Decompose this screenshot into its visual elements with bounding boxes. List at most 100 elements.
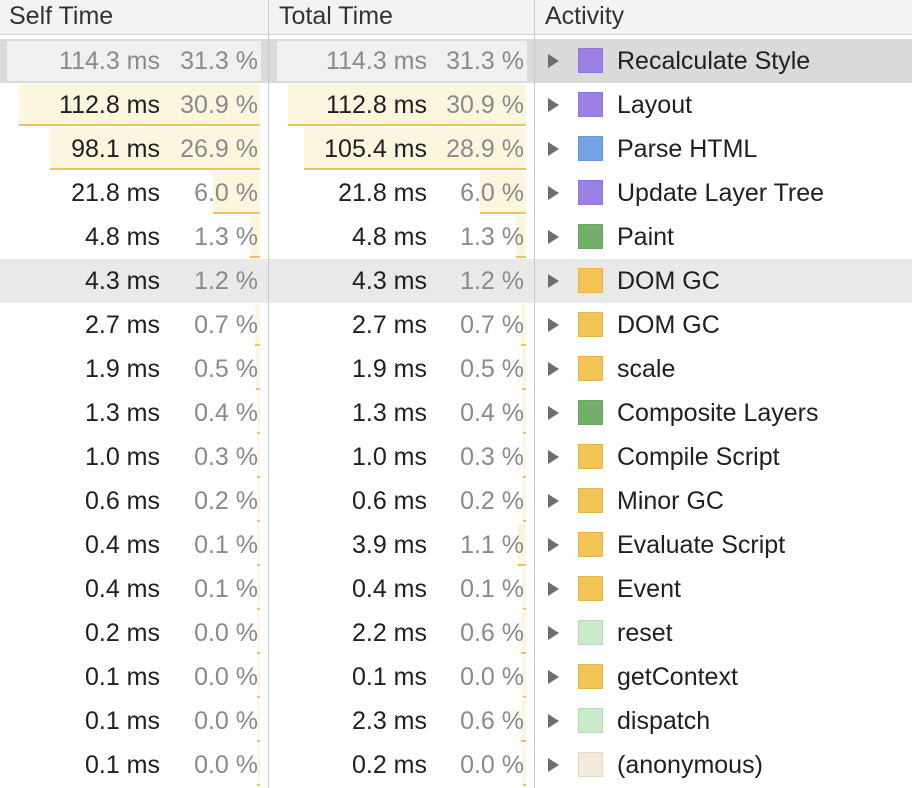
table-row[interactable]: 1.0 ms 0.3 % 1.0 ms 0.3 % Compile Script [0, 435, 912, 479]
activity-name: Evaluate Script [617, 531, 786, 559]
expand-triangle-icon[interactable] [548, 406, 559, 420]
column-divider-total[interactable] [534, 0, 535, 788]
expand-triangle-icon[interactable] [548, 758, 559, 772]
category-swatch [578, 48, 603, 73]
self-time-value: 2.7 ms [84, 311, 160, 339]
self-time-value: 114.3 ms [59, 47, 160, 75]
total-time-bar [523, 744, 526, 786]
table-row[interactable]: 0.1 ms 0.0 % 0.2 ms 0.0 % (anonymous) [0, 743, 912, 787]
self-time-percent: 0.0 % [194, 751, 258, 779]
table-row[interactable]: 0.1 ms 0.0 % 0.1 ms 0.0 % getContext [0, 655, 912, 699]
self-time-percent: 0.1 % [194, 531, 258, 559]
expand-triangle-icon[interactable] [548, 494, 559, 508]
category-swatch [578, 532, 603, 557]
header-activity[interactable]: Activity [545, 2, 625, 30]
total-time-percent: 0.1 % [460, 575, 524, 603]
table-row[interactable]: 4.8 ms 1.3 % 4.8 ms 1.3 % Paint [0, 215, 912, 259]
total-time-percent: 0.2 % [460, 487, 524, 515]
selection-highlight [7, 41, 261, 81]
activity-name: Update Layer Tree [617, 179, 825, 207]
category-swatch [578, 752, 603, 777]
category-swatch [578, 400, 603, 425]
activity-name: Paint [617, 223, 674, 251]
expand-triangle-icon[interactable] [548, 318, 559, 332]
total-time-value: 2.3 ms [351, 707, 427, 735]
expand-triangle-icon[interactable] [548, 230, 559, 244]
total-time-percent: 6.0 % [460, 179, 524, 207]
table-row[interactable]: 0.4 ms 0.1 % 0.4 ms 0.1 % Event [0, 567, 912, 611]
total-time-percent: 0.6 % [460, 619, 524, 647]
category-swatch [578, 180, 603, 205]
table-row[interactable]: 1.3 ms 0.4 % 1.3 ms 0.4 % Composite Layers [0, 391, 912, 435]
table-row[interactable]: 2.7 ms 0.7 % 2.7 ms 0.7 % DOM GC [0, 303, 912, 347]
expand-triangle-icon[interactable] [548, 98, 559, 112]
total-time-percent: 0.4 % [460, 399, 524, 427]
table-row[interactable]: 0.1 ms 0.0 % 2.3 ms 0.6 % dispatch [0, 699, 912, 743]
self-time-bar [257, 612, 260, 654]
expand-triangle-icon[interactable] [548, 538, 559, 552]
total-time-bar [521, 700, 526, 742]
category-swatch [578, 488, 603, 513]
expand-triangle-icon[interactable] [548, 362, 559, 376]
table-row[interactable]: 21.8 ms 6.0 % 21.8 ms 6.0 % Update Layer Tre… [0, 171, 912, 215]
table-row[interactable]: 0.4 ms 0.1 % 3.9 ms 1.1 % Evaluate Script [0, 523, 912, 567]
self-time-percent: 1.2 % [194, 267, 258, 295]
total-time-bar [522, 348, 526, 390]
self-time-value: 0.4 ms [84, 575, 160, 603]
activity-name: Composite Layers [617, 399, 819, 427]
header-total-time[interactable]: Total Time [279, 2, 393, 30]
self-time-percent: 0.1 % [194, 575, 258, 603]
total-time-percent: 31.3 % [446, 47, 524, 75]
self-time-bar [213, 172, 260, 214]
expand-triangle-icon[interactable] [548, 714, 559, 728]
table-row[interactable]: 112.8 ms 30.9 % 112.8 ms 30.9 % Layout [0, 83, 912, 127]
table-header: Self Time Total Time Activity [0, 0, 912, 35]
total-time-value: 2.2 ms [351, 619, 427, 647]
self-time-percent: 0.0 % [194, 663, 258, 691]
total-time-value: 114.3 ms [326, 47, 427, 75]
expand-triangle-icon[interactable] [548, 582, 559, 596]
activity-name: (anonymous) [617, 751, 763, 779]
expand-triangle-icon[interactable] [548, 54, 559, 68]
table-row[interactable]: 1.9 ms 0.5 % 1.9 ms 0.5 % scale [0, 347, 912, 391]
self-time-percent: 0.2 % [194, 487, 258, 515]
selection-highlight [277, 41, 527, 81]
expand-triangle-icon[interactable] [548, 142, 559, 156]
column-divider-self[interactable] [268, 0, 269, 788]
expand-triangle-icon[interactable] [548, 626, 559, 640]
expand-triangle-icon[interactable] [548, 450, 559, 464]
total-time-bar [480, 172, 526, 214]
total-time-value: 0.4 ms [351, 575, 427, 603]
activity-name: DOM GC [617, 311, 720, 339]
total-time-value: 1.3 ms [351, 399, 427, 427]
self-time-bar [255, 304, 260, 346]
activity-name: dispatch [617, 707, 711, 735]
activity-name: Compile Script [617, 443, 780, 471]
expand-triangle-icon[interactable] [548, 274, 559, 288]
self-time-bar [257, 480, 260, 522]
self-time-value: 1.9 ms [84, 355, 160, 383]
expand-triangle-icon[interactable] [548, 186, 559, 200]
total-time-percent: 1.1 % [460, 531, 524, 559]
header-self-time[interactable]: Self Time [9, 2, 114, 30]
total-time-percent: 0.3 % [460, 443, 524, 471]
total-time-percent: 0.5 % [460, 355, 524, 383]
total-time-bar [523, 436, 526, 478]
total-time-value: 0.1 ms [351, 663, 427, 691]
self-time-bar [19, 84, 260, 126]
category-swatch [578, 312, 603, 337]
self-time-bar [250, 216, 260, 258]
table-row[interactable]: 98.1 ms 26.9 % 105.4 ms 28.9 % Parse HTML [0, 127, 912, 171]
activity-name: Layout [617, 91, 693, 119]
table-row[interactable]: 4.3 ms 1.2 % 4.3 ms 1.2 % DOM GC [0, 259, 912, 303]
expand-triangle-icon[interactable] [548, 670, 559, 684]
total-time-percent: 0.7 % [460, 311, 524, 339]
table-row[interactable]: 0.6 ms 0.2 % 0.6 ms 0.2 % Minor GC [0, 479, 912, 523]
total-time-value: 0.2 ms [351, 751, 427, 779]
table-row[interactable]: 114.3 ms 31.3 % 114.3 ms 31.3 % Recalculate … [0, 39, 912, 83]
table-row[interactable]: 0.2 ms 0.0 % 2.2 ms 0.6 % reset [0, 611, 912, 655]
total-time-value: 3.9 ms [351, 531, 427, 559]
self-time-percent: 0.7 % [194, 311, 258, 339]
total-time-percent: 1.3 % [460, 223, 524, 251]
